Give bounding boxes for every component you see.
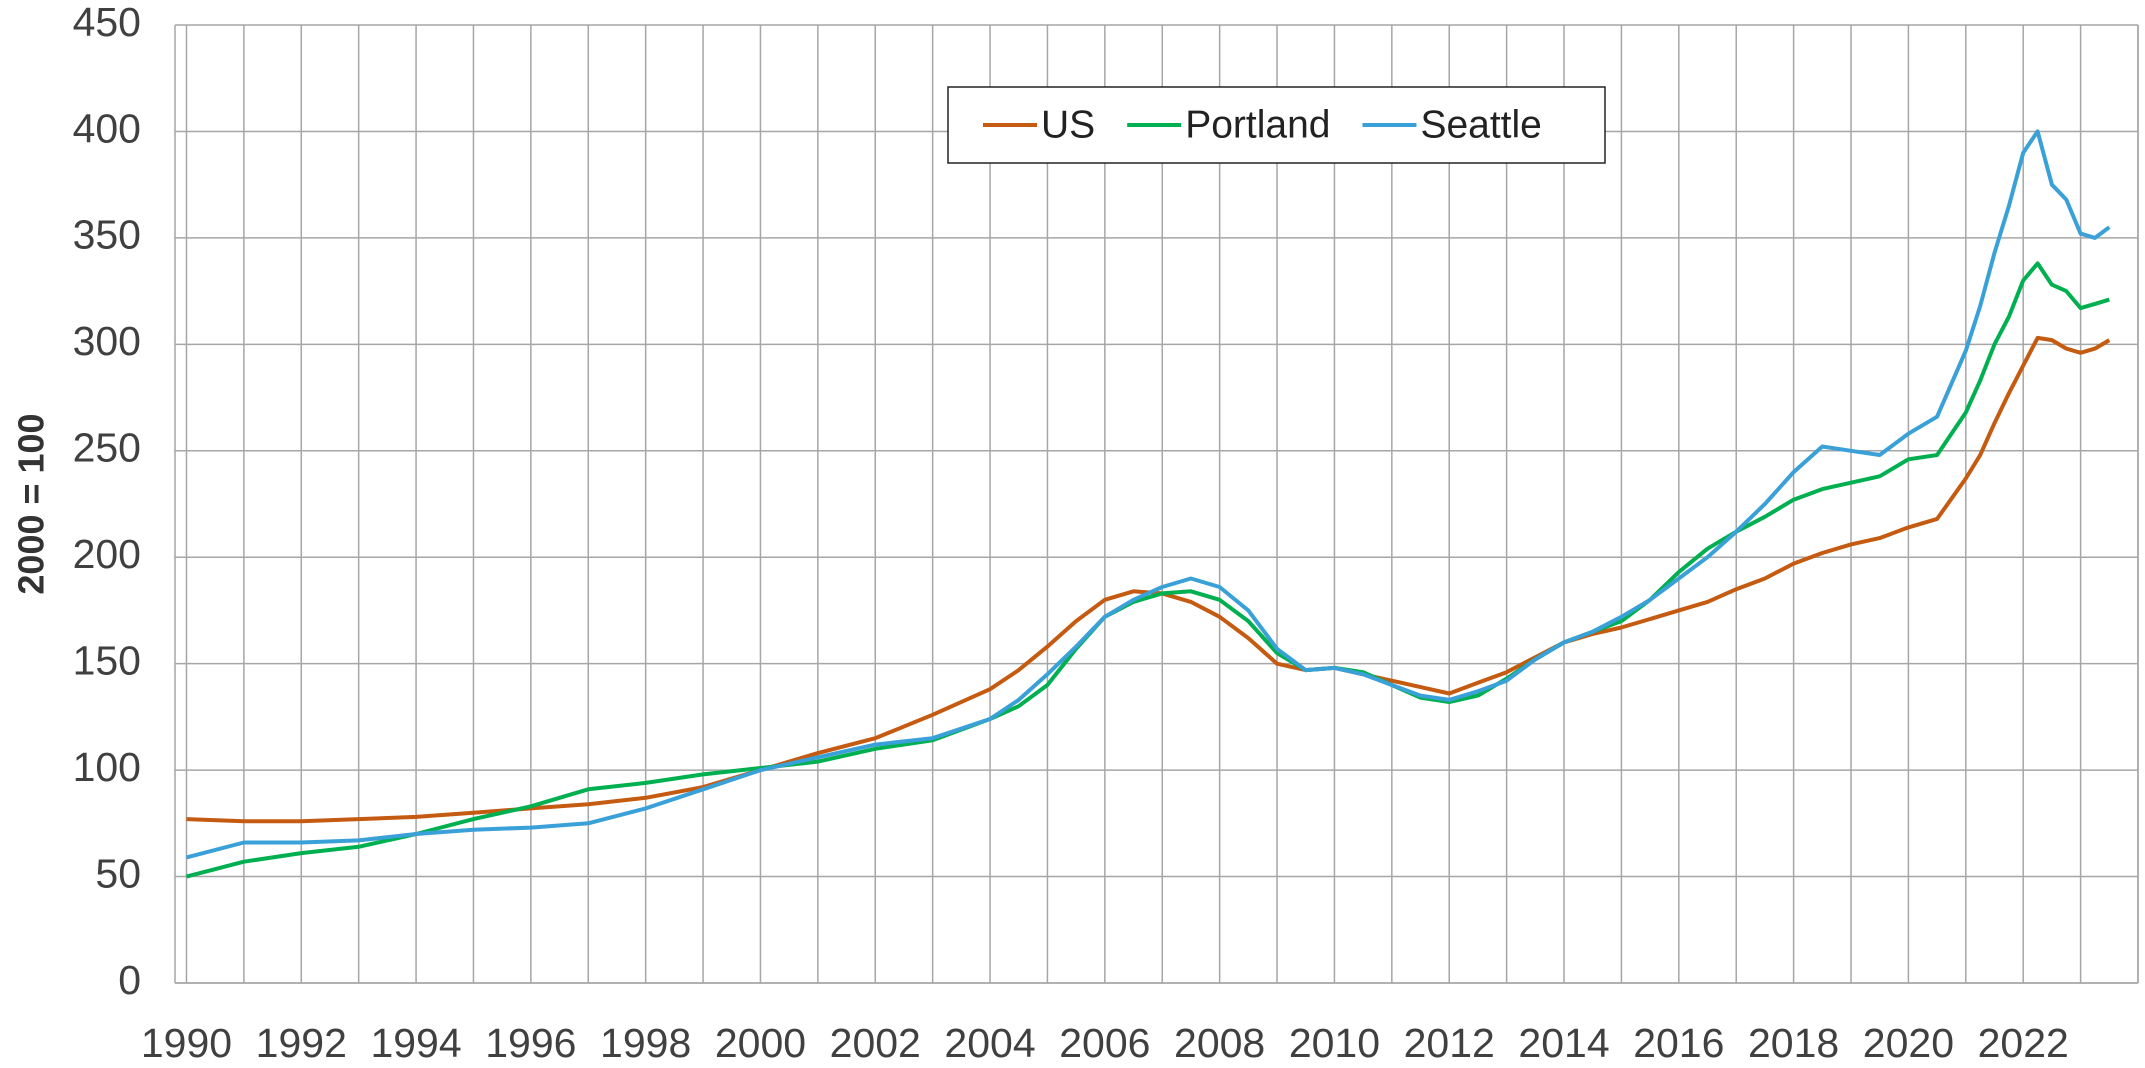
x-tick-label: 2008 <box>1174 1020 1265 1066</box>
y-tick-label: 400 <box>73 105 141 151</box>
x-tick-label: 2022 <box>1978 1020 2069 1066</box>
y-tick-label: 0 <box>118 957 141 1003</box>
x-tick-label: 2014 <box>1518 1020 1609 1066</box>
x-tick-label: 2020 <box>1863 1020 1954 1066</box>
y-tick-label: 100 <box>73 744 141 790</box>
legend-box <box>947 86 1606 164</box>
legend-label: Portland <box>1185 103 1330 146</box>
x-tick-label: 2006 <box>1059 1020 1150 1066</box>
x-tick-label: 2018 <box>1748 1020 1839 1066</box>
x-tick-label: 1992 <box>256 1020 347 1066</box>
y-tick-label: 200 <box>73 531 141 577</box>
x-tick-label: 1994 <box>370 1020 461 1066</box>
legend: US Portland Seattle <box>947 86 1606 164</box>
y-tick-label: 250 <box>73 425 141 471</box>
x-tick-label: 2010 <box>1289 1020 1380 1066</box>
y-tick-label: 150 <box>73 637 141 683</box>
line-series <box>185 129 2111 860</box>
x-tick-label: 2000 <box>715 1020 806 1066</box>
x-tick-label: 1996 <box>485 1020 576 1066</box>
x-tick-label: 1990 <box>141 1020 232 1066</box>
line-series <box>186 335 2111 824</box>
y-tick-label: 300 <box>73 318 141 364</box>
y-tick-label: 50 <box>95 850 141 896</box>
x-tick-label: 2016 <box>1633 1020 1724 1066</box>
y-axis-label: 2000 = 100 <box>11 413 52 594</box>
x-tick-label: 2012 <box>1404 1020 1495 1066</box>
x-tick-label: 2004 <box>944 1020 1035 1066</box>
x-tick-label: 1998 <box>600 1020 691 1066</box>
line-series <box>185 261 2110 879</box>
x-tick-label: 2002 <box>830 1020 921 1066</box>
y-tick-label: 450 <box>73 0 141 45</box>
legend-label: US <box>1041 103 1095 146</box>
legend-label: Seattle <box>1420 103 1541 146</box>
y-tick-label: 350 <box>73 212 141 258</box>
